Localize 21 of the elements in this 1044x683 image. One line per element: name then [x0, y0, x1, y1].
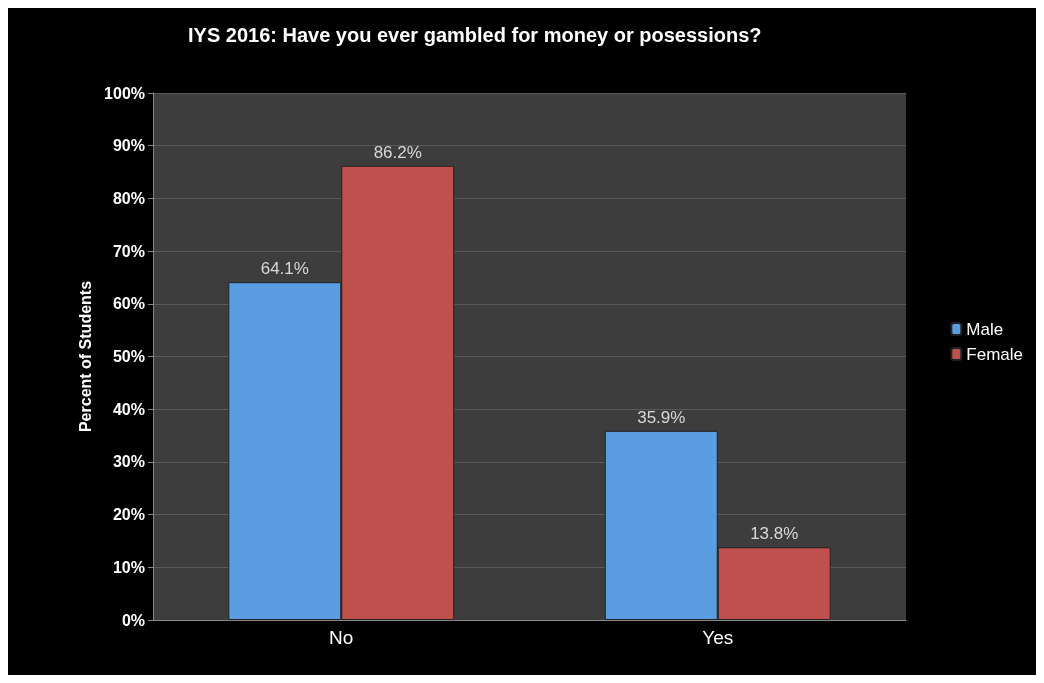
- data-label: 64.1%: [260, 259, 309, 279]
- y-axis-title: Percent of Students: [76, 280, 94, 433]
- data-label: 35.9%: [637, 407, 686, 427]
- y-tick-label: 50%: [112, 348, 145, 365]
- y-tick-label: 100%: [104, 84, 145, 102]
- y-tick-label: 0%: [121, 611, 145, 629]
- legend-label: Female: [966, 344, 1023, 364]
- y-tick-label: 80%: [112, 189, 145, 207]
- y-tick-label: 10%: [112, 558, 145, 576]
- chart-title: IYS 2016: Have you ever gambled for money or posessions?: [188, 24, 762, 46]
- y-tick-label: 20%: [112, 506, 145, 524]
- y-tick-label: 70%: [112, 242, 145, 260]
- y-tick-label: 60%: [112, 295, 145, 313]
- legend-label: Male: [966, 319, 1004, 339]
- x-tick-label: Yes: [702, 627, 734, 648]
- y-tick-label: 90%: [112, 137, 145, 155]
- data-label: 13.8%: [750, 524, 799, 544]
- data-label: 86.2%: [373, 142, 422, 162]
- y-tick-label: 30%: [112, 453, 145, 471]
- x-tick-label: No: [329, 627, 354, 648]
- y-tick-label: 40%: [112, 400, 145, 418]
